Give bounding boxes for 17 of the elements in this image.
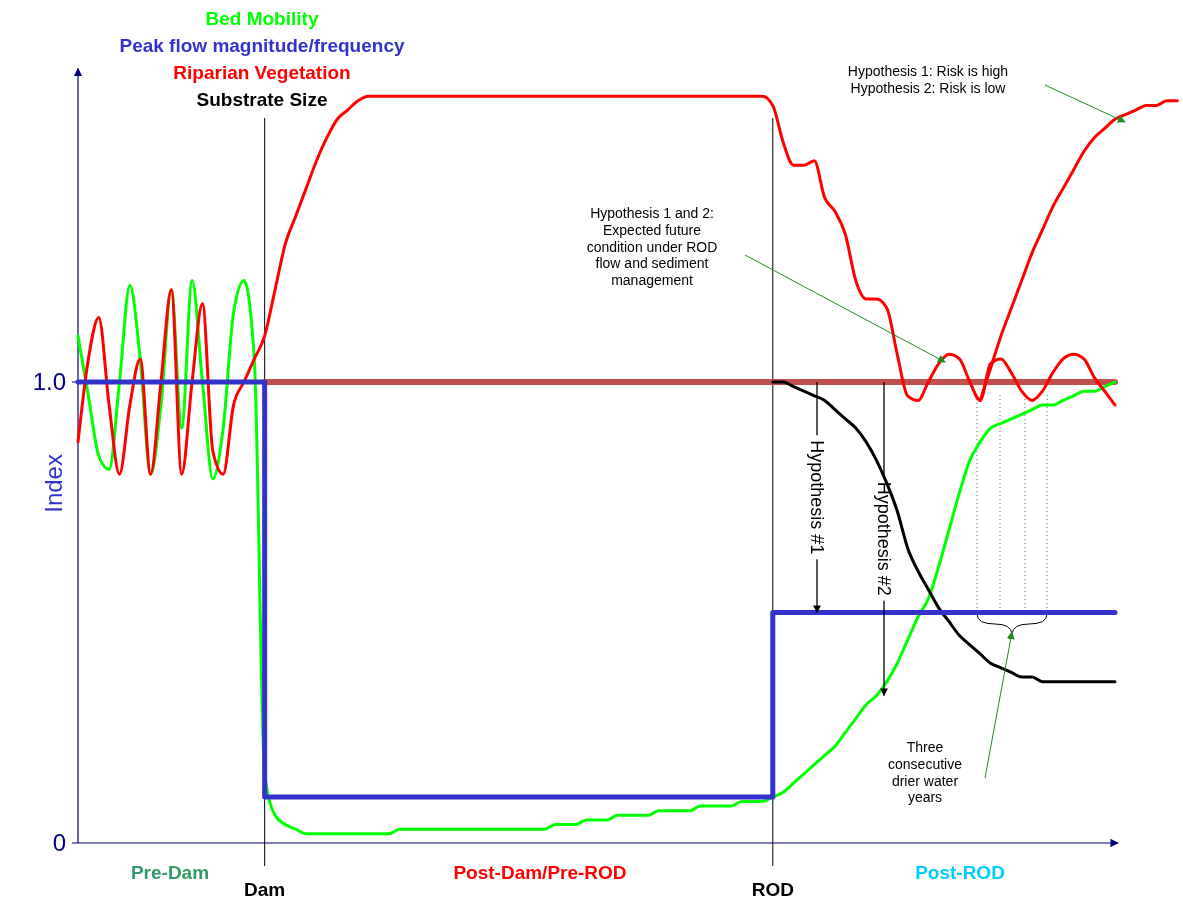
annotation: Hypothesis #1 [806,440,827,555]
text: Pre-Dam [130,862,210,883]
y-axis-title: Index [40,454,67,513]
text: Substrate Size [196,88,328,110]
annotation: Hypothesis 1 and 2: Expected future condition under ROD flow and sediment management [586,205,718,289]
x-tick-label: Dam [244,879,286,900]
text: Peak flow magnitude/frequency [119,34,405,56]
y-tick-label: 1.0 [32,368,66,396]
text: Post-ROD [915,862,1005,883]
annotation: Hypothesis #2 [873,481,894,596]
annotation: Three consecutive drier water years [888,739,963,806]
y-tick-label: 0 [52,829,66,857]
x-tick-label: ROD [751,879,794,900]
text: Bed Mobility [205,7,319,29]
series-label: Riparian Vegetation [173,61,351,83]
text: Post-Dam/Pre-ROD [453,862,627,883]
annotation: Hypothesis 1: Risk is high Hypothesis 2: Risk is low [847,63,1009,96]
